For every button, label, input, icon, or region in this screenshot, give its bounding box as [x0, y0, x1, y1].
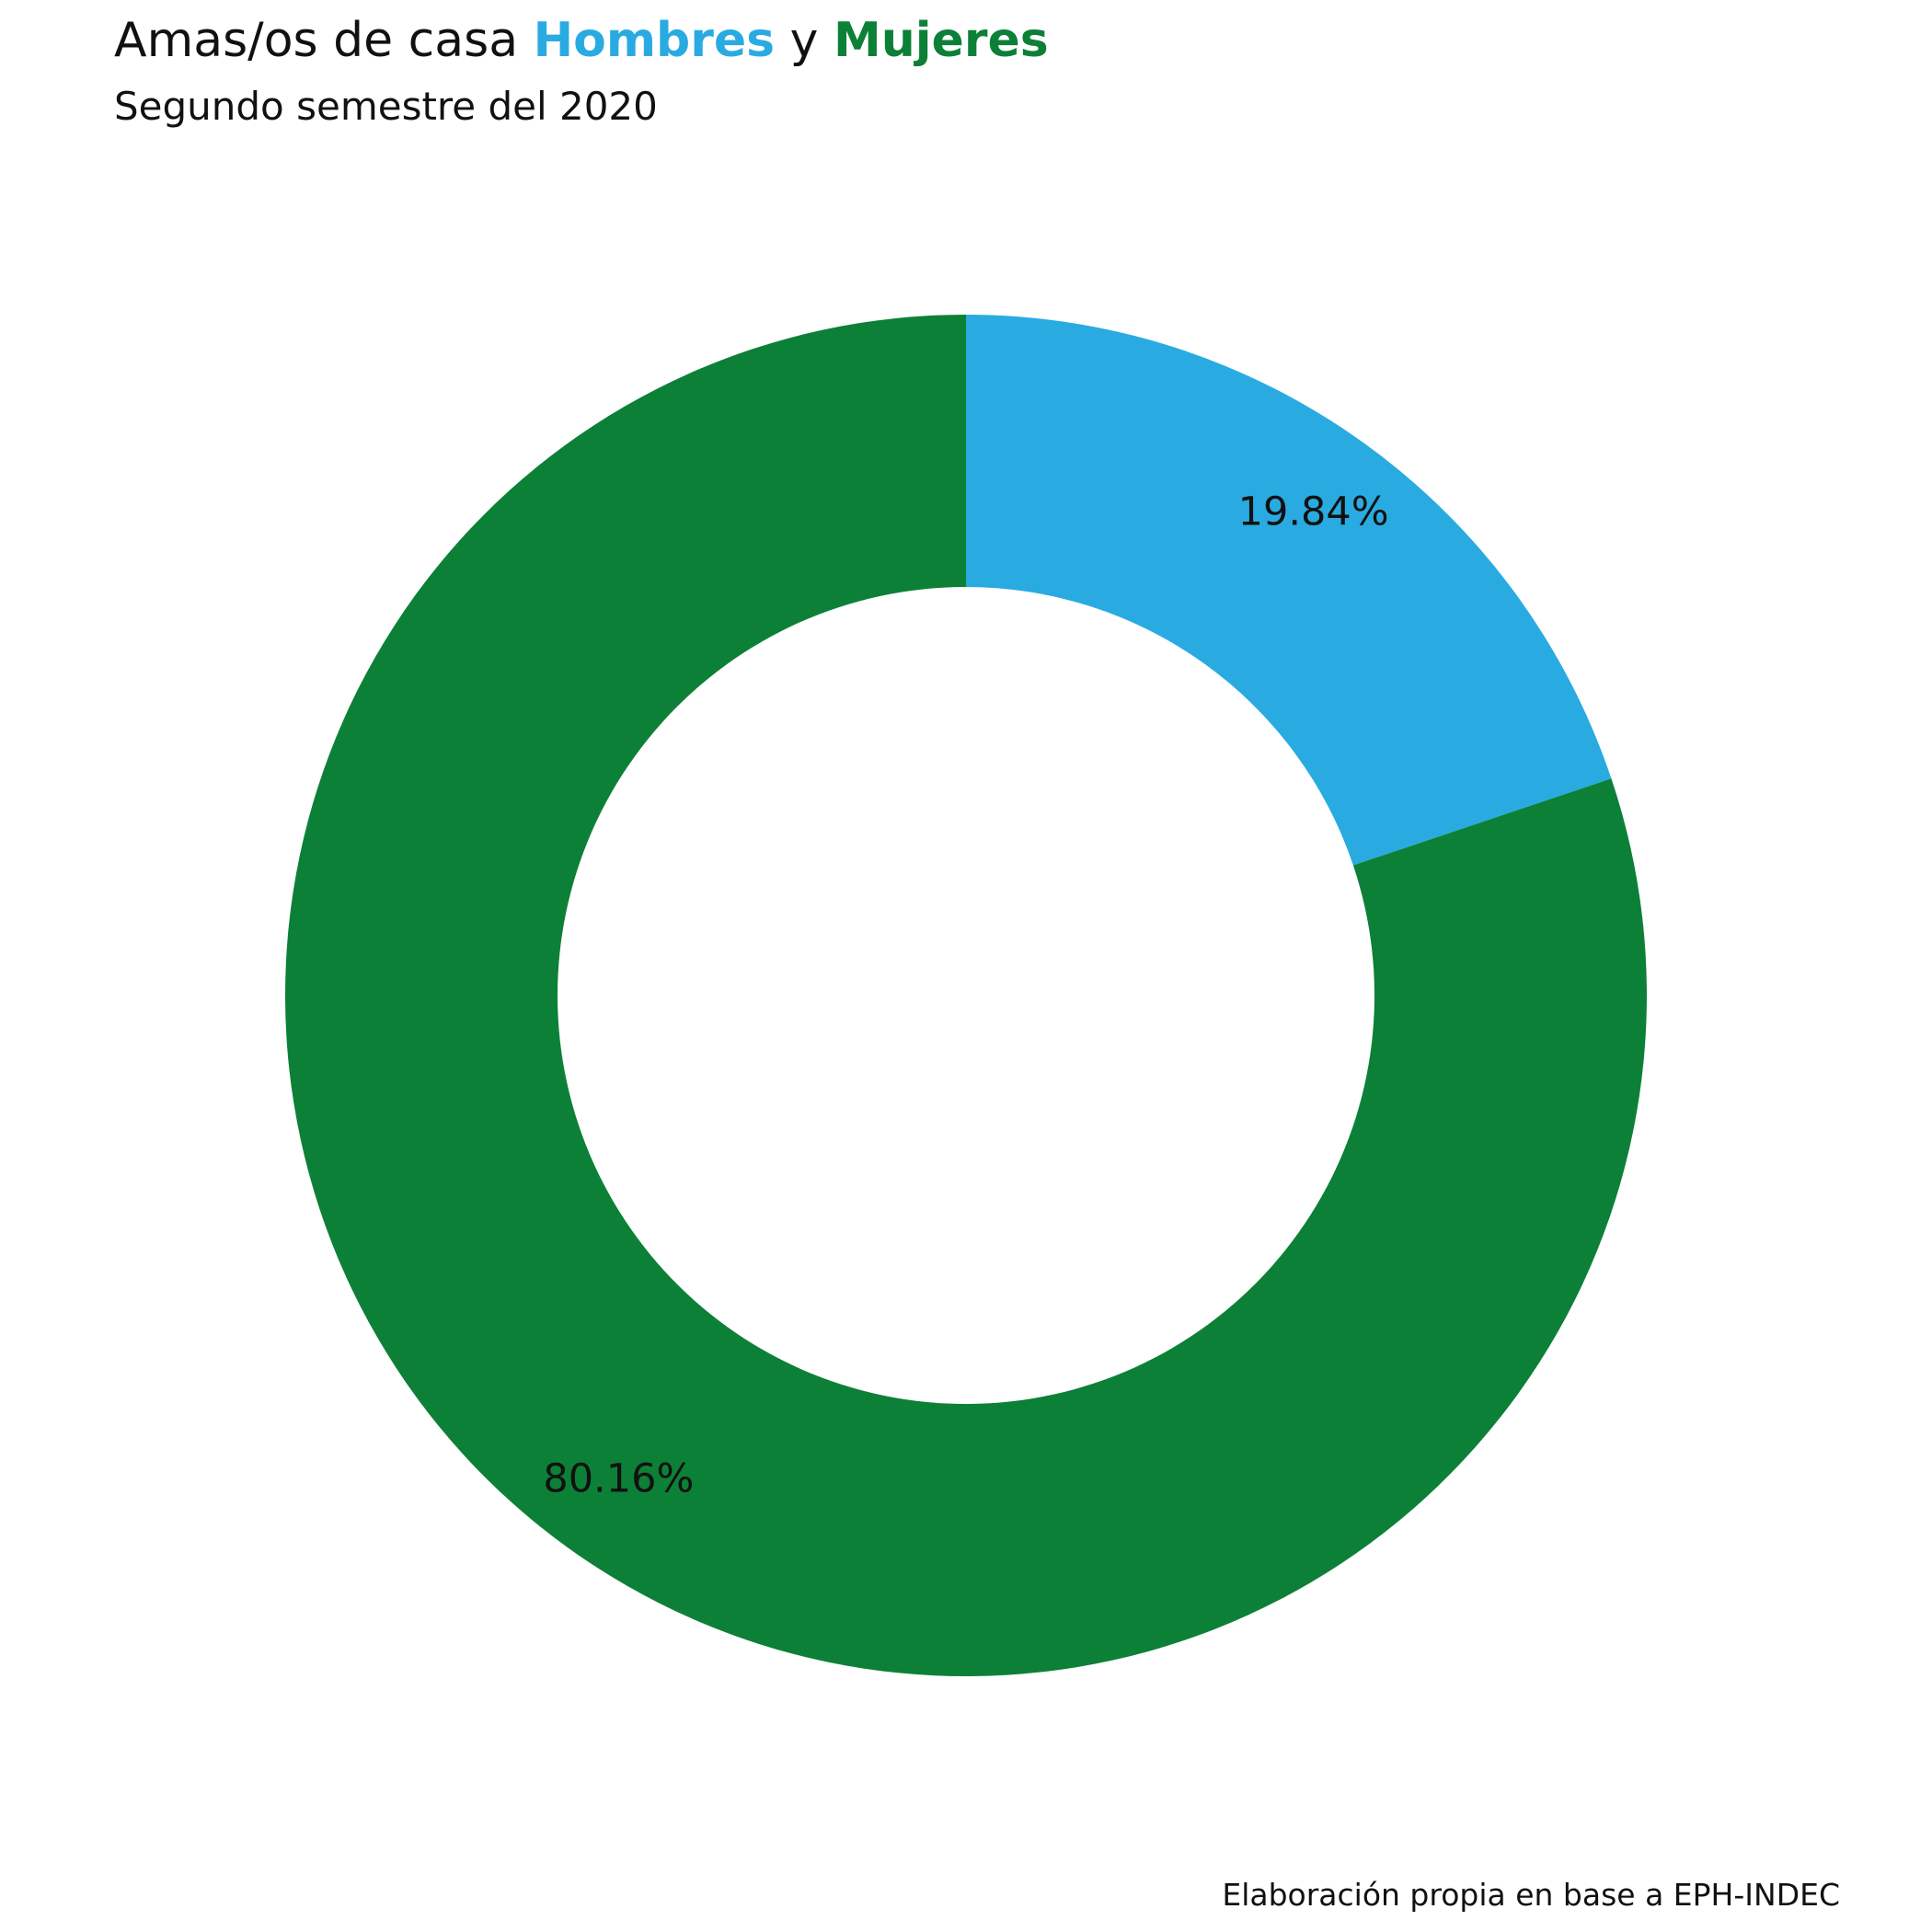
chart-subtitle: Segundo semestre del 2020	[114, 84, 658, 129]
slice-label-mujeres: 80.16%	[543, 1455, 694, 1501]
title-mujeres: Mujeres	[833, 13, 1049, 68]
slice-mujeres	[284, 315, 1648, 1677]
title-prefix: Amas/os de casa	[114, 13, 534, 68]
chart-title: Amas/os de casa Hombres y Mujeres	[114, 7, 1049, 74]
chart-caption: Elaboración propia en base a EPH-INDEC	[1222, 1877, 1840, 1913]
title-connector: y	[775, 13, 834, 68]
slice-label-hombres: 19.84%	[1238, 489, 1389, 535]
slice-hombres	[966, 315, 1612, 866]
title-hombres: Hombres	[533, 13, 776, 68]
